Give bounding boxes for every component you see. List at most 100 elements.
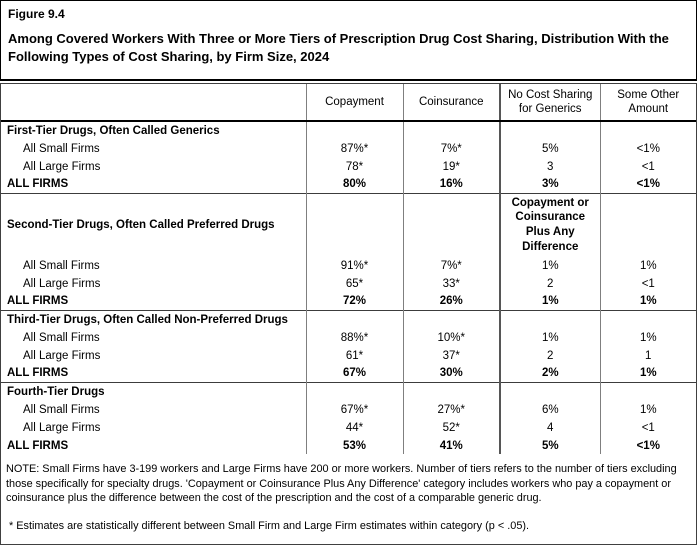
row-label: All Large Firms	[23, 350, 101, 362]
value-cell: 19*	[402, 158, 500, 176]
empty-cell	[402, 121, 500, 140]
value-cell: 67%*	[305, 401, 403, 419]
value-cell: 1	[599, 347, 696, 365]
row-label: All Large Firms	[23, 161, 101, 173]
section-heading: Third-Tier Drugs, Often Called Non-Prefe…	[1, 309, 306, 329]
row-label: All Small Firms	[23, 260, 100, 272]
column-header-copayment: Copayment	[305, 84, 403, 122]
value-cell: 26%	[402, 293, 500, 310]
value-cell: 27%*	[402, 401, 500, 419]
table-box: Copayment Coinsurance No Cost Sharing fo…	[0, 83, 697, 545]
section-heading-row: Second-Tier Drugs, Often Called Preferre…	[1, 192, 696, 257]
empty-cell	[305, 192, 403, 257]
cost-sharing-table: Copayment Coinsurance No Cost Sharing fo…	[1, 84, 696, 454]
figure-label: Figure 9.4	[8, 7, 65, 21]
value-cell: 10%*	[402, 329, 500, 347]
value-cell: 5%	[499, 437, 600, 454]
value-cell: 7%*	[402, 140, 500, 158]
value-cell: <1%	[599, 176, 696, 193]
value-cell: 1%	[599, 365, 696, 382]
value-cell: 33*	[402, 275, 500, 293]
row-label: All Small Firms	[23, 404, 100, 416]
notes-block: NOTE: Small Firms have 3-199 workers and…	[1, 454, 696, 544]
table-row: All Large Firms 78* 19* 3 <1	[1, 158, 696, 176]
value-cell: 1%	[599, 401, 696, 419]
value-cell: <1%	[599, 140, 696, 158]
empty-cell	[599, 381, 696, 401]
value-cell: 65*	[305, 275, 403, 293]
section-heading-row: Third-Tier Drugs, Often Called Non-Prefe…	[1, 309, 696, 329]
section-heading-row: First-Tier Drugs, Often Called Generics	[1, 121, 696, 140]
value-cell: 4	[499, 419, 600, 437]
value-cell: 5%	[499, 140, 600, 158]
empty-cell	[402, 192, 500, 257]
empty-cell	[402, 309, 500, 329]
empty-cell	[402, 381, 500, 401]
value-cell: 30%	[402, 365, 500, 382]
row-label: ALL FIRMS	[7, 178, 69, 191]
value-cell: 41%	[402, 437, 500, 454]
row-label: ALL FIRMS	[7, 439, 69, 452]
row-label: ALL FIRMS	[7, 367, 69, 380]
empty-cell	[599, 309, 696, 329]
table-row-all-firms: ALL FIRMS 72% 26% 1% 1%	[1, 293, 696, 310]
table-row: All Large Firms 65* 33* 2 <1	[1, 275, 696, 293]
subcolumn-header: Copayment or Coinsurance Plus Any Differ…	[499, 192, 600, 257]
table-row-all-firms: ALL FIRMS 80% 16% 3% <1%	[1, 176, 696, 193]
empty-cell	[499, 381, 600, 401]
value-cell: 2%	[499, 365, 600, 382]
value-cell: 44*	[305, 419, 403, 437]
section-heading-row: Fourth-Tier Drugs	[1, 381, 696, 401]
section-heading: First-Tier Drugs, Often Called Generics	[7, 125, 220, 137]
value-cell: 6%	[499, 401, 600, 419]
table-row: All Large Firms 44* 52* 4 <1	[1, 419, 696, 437]
value-cell: <1	[599, 275, 696, 293]
table-header-row: Copayment Coinsurance No Cost Sharing fo…	[1, 84, 696, 122]
empty-cell	[305, 309, 403, 329]
value-cell: 72%	[305, 293, 403, 310]
row-label: ALL FIRMS	[7, 295, 69, 308]
value-cell: 16%	[402, 176, 500, 193]
column-header-some-other: Some Other Amount	[599, 84, 696, 122]
value-cell: 1%	[599, 293, 696, 310]
value-cell: 2	[499, 275, 600, 293]
value-cell: <1%	[599, 437, 696, 454]
table-row: All Small Firms 91%* 7%* 1% 1%	[1, 257, 696, 275]
value-cell: 1%	[599, 257, 696, 275]
empty-cell	[499, 121, 600, 140]
value-cell: 52*	[402, 419, 500, 437]
empty-cell	[599, 192, 696, 257]
value-cell: 1%	[499, 293, 600, 310]
value-cell: 37*	[402, 347, 500, 365]
value-cell: 1%	[599, 329, 696, 347]
empty-cell	[599, 121, 696, 140]
note-text: NOTE: Small Firms have 3-199 workers and…	[6, 463, 677, 504]
value-cell: <1	[599, 158, 696, 176]
row-label: All Small Firms	[23, 332, 100, 344]
value-cell: 67%	[305, 365, 403, 382]
value-cell: 61*	[305, 347, 403, 365]
empty-cell	[305, 381, 403, 401]
value-cell: 7%*	[402, 257, 500, 275]
empty-cell	[1, 84, 306, 122]
row-label: All Large Firms	[23, 278, 101, 290]
value-cell: 1%	[499, 257, 600, 275]
value-cell: 3	[499, 158, 600, 176]
title-box: Figure 9.4 Among Covered Workers With Th…	[0, 0, 697, 81]
column-header-no-cost-sharing: No Cost Sharing for Generics	[499, 84, 600, 122]
value-cell: 88%*	[305, 329, 403, 347]
value-cell: 1%	[499, 329, 600, 347]
section-heading: Second-Tier Drugs, Often Called Preferre…	[1, 192, 306, 257]
value-cell: 2	[499, 347, 600, 365]
empty-cell	[305, 121, 403, 140]
value-cell: 53%	[305, 437, 403, 454]
table-row-all-firms: ALL FIRMS 67% 30% 2% 1%	[1, 365, 696, 382]
table-row: All Small Firms 88%* 10%* 1% 1%	[1, 329, 696, 347]
value-cell: 87%*	[305, 140, 403, 158]
value-cell: 91%*	[305, 257, 403, 275]
value-cell: 3%	[499, 176, 600, 193]
row-label: All Small Firms	[23, 143, 100, 155]
figure-title: Among Covered Workers With Three or More…	[8, 31, 669, 64]
value-cell: 78*	[305, 158, 403, 176]
table-row: All Small Firms 87%* 7%* 5% <1%	[1, 140, 696, 158]
